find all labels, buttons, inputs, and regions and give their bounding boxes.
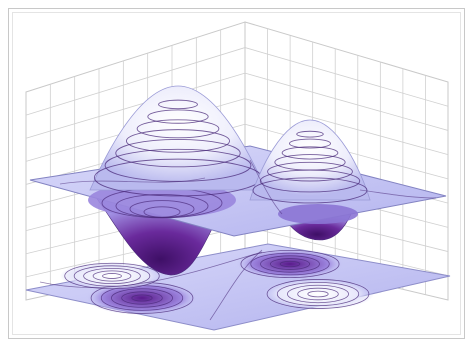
surface-contour-line (274, 154, 346, 171)
surface-contour-line (249, 159, 283, 215)
base-contour-line (250, 252, 330, 276)
base-contour-line (83, 267, 141, 285)
chart-frame-inner (12, 12, 461, 335)
base-contour-line (287, 284, 349, 304)
surface-contour-line (296, 130, 324, 138)
right-wall-grid-line (244, 226, 449, 277)
right-wall-grid-line (244, 72, 449, 131)
base-contour-line (260, 255, 320, 273)
base-contour-line (73, 265, 151, 287)
base-valley-right (236, 249, 344, 279)
left-wall-grid-line (25, 72, 246, 139)
surface-contour-line (126, 129, 230, 153)
surface-contour-line (147, 109, 209, 124)
base-contour-line (39, 251, 263, 288)
base-contour-line (279, 260, 301, 268)
base-contour-line (102, 273, 122, 279)
surface-contour-line (115, 139, 241, 168)
surface-contour-line (59, 177, 206, 185)
base-contour-line (92, 270, 132, 282)
surface-contour-line (359, 189, 437, 199)
base-contour-line (240, 249, 340, 279)
base-contour-plane (25, 243, 451, 331)
base-contour-line (307, 290, 329, 298)
right-wall-grid-line (244, 47, 449, 107)
base-contour-line (111, 288, 173, 308)
surface-contour-line (267, 161, 353, 182)
surface-contour-line (136, 119, 220, 139)
base-contour-line (209, 249, 263, 321)
base-contour-line (266, 279, 370, 309)
base-contour-line (269, 258, 311, 270)
base-contour-line (131, 294, 153, 302)
surface-contour-line (252, 177, 368, 204)
surface-valley-right-mouth (278, 204, 358, 224)
base-contour-line (276, 281, 360, 307)
surface-contour-line (143, 206, 181, 218)
surface-contour-line (281, 146, 339, 160)
base-peak-right (262, 278, 374, 310)
surface-contour-line (158, 99, 198, 110)
right-wall-grid-line (244, 98, 449, 156)
base-contour-line (121, 291, 163, 305)
surface-plot (29, 85, 447, 276)
left-wall-grid-line (25, 47, 246, 116)
base-contour-line (64, 262, 160, 290)
base-contour-line (297, 287, 339, 301)
surface-contour-line (288, 138, 332, 149)
